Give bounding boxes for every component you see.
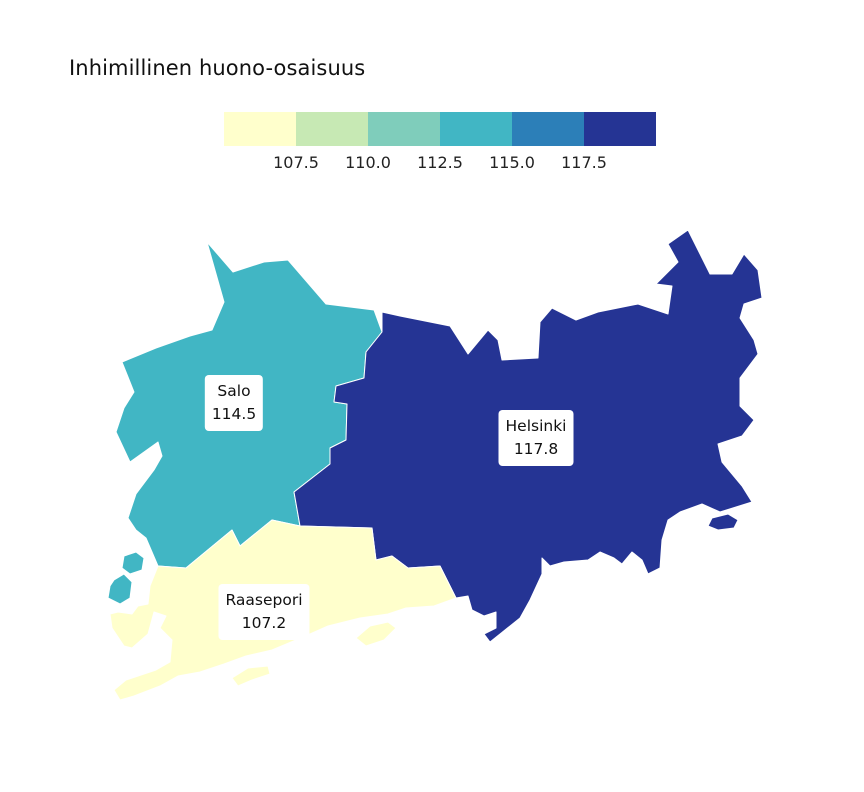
legend-swatch — [296, 112, 368, 146]
map-title: Inhimillinen huono-osaisuus — [69, 56, 366, 80]
region-value: 117.8 — [513, 440, 559, 458]
region-value: 114.5 — [211, 405, 257, 423]
region-value: 107.2 — [241, 614, 287, 632]
legend-tick-label: 110.0 — [345, 153, 391, 172]
legend-tick-label: 107.5 — [273, 153, 319, 172]
region-label-raasepori: Raasepori 107.2 — [218, 584, 310, 640]
region-label-helsinki: Helsinki 117.8 — [498, 410, 574, 466]
legend-tick-label: 115.0 — [489, 153, 535, 172]
region-name: Raasepori — [225, 591, 303, 609]
region-name: Salo — [217, 382, 251, 400]
legend-tick-label: 117.5 — [561, 153, 607, 172]
legend-swatch — [224, 112, 296, 146]
legend-swatch — [440, 112, 512, 146]
region-name: Helsinki — [505, 417, 567, 435]
legend-swatch — [584, 112, 656, 146]
legend-tick-label: 112.5 — [417, 153, 463, 172]
region-label-salo: Salo 114.5 — [204, 375, 264, 431]
legend-swatch — [368, 112, 440, 146]
legend-swatch — [512, 112, 584, 146]
